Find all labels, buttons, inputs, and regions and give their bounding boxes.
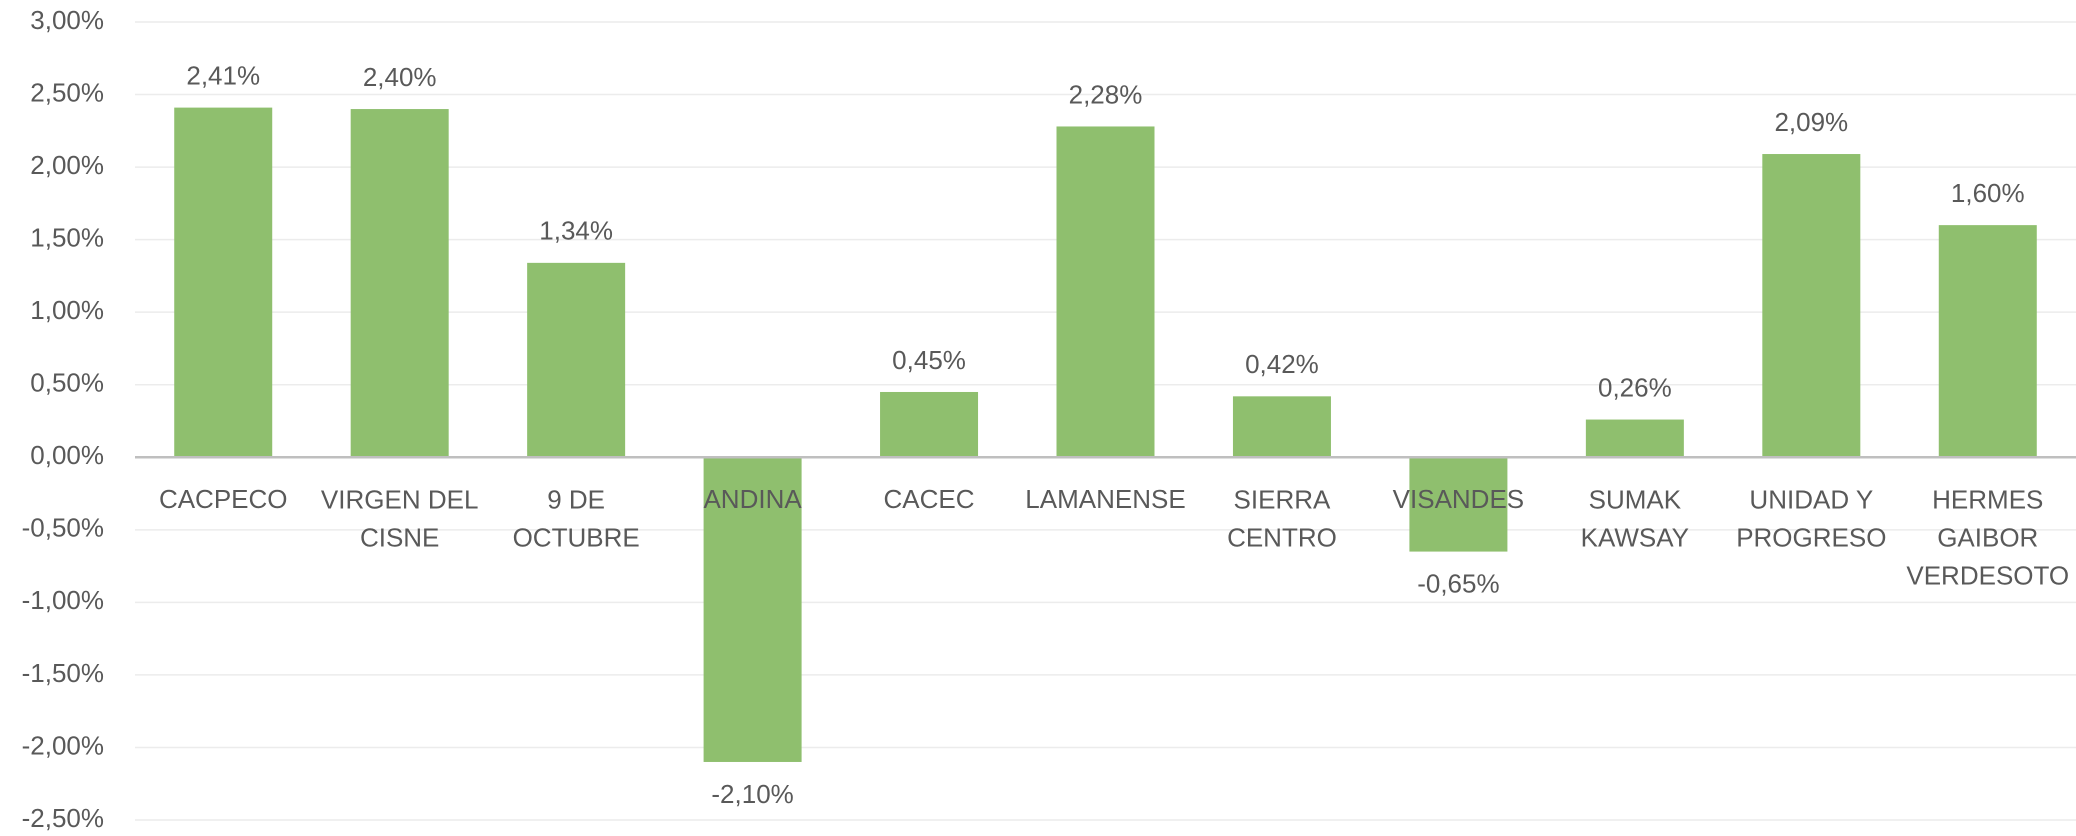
x-tick-label: VISANDES [1393,484,1525,514]
y-tick-label: 2,50% [30,77,104,107]
x-tick-label: VIRGEN DEL CISNE [321,484,479,552]
y-tick-label: 3,00% [30,5,104,35]
y-tick-label: 0,50% [30,368,104,398]
bar [527,262,626,458]
x-tick-label: CACEC [884,484,975,514]
x-tick-label: LAMANENSE [1025,484,1185,514]
data-label: 0,45% [892,345,966,375]
data-label: -2,10% [711,779,793,809]
x-tick-label: 9 DE OCTUBRE [513,484,640,552]
x-tick-label: HERMES GAIBOR VERDESOTO [1906,484,2069,590]
bar [1056,126,1155,458]
x-tick-label: ANDINA [703,484,802,514]
x-tick-label: CACPECO [159,484,288,514]
bar [1409,457,1508,552]
bar [1762,154,1861,458]
y-tick-label: 1,50% [30,223,104,253]
y-tick-label: 2,00% [30,150,104,180]
x-tick-label: SIERRA CENTRO [1227,484,1337,552]
y-tick-label: 1,00% [30,295,104,325]
y-tick-label: -2,50% [22,803,104,833]
data-label: 1,34% [539,216,613,246]
data-label: 2,28% [1069,79,1143,109]
data-label: 2,09% [1774,107,1848,137]
x-tick-label: SUMAK KAWSAY [1581,484,1689,552]
x-tick-label: UNIDAD Y PROGRESO [1736,484,1886,552]
data-label: 2,41% [186,60,260,90]
data-label: 2,40% [363,62,437,92]
bar [350,109,449,458]
y-tick-label: -2,00% [22,730,104,760]
data-label: -0,65% [1417,568,1499,598]
data-label: 1,60% [1951,178,2025,208]
y-tick-label: -1,50% [22,658,104,688]
bar [1938,225,2037,458]
y-tick-label: 0,00% [30,440,104,470]
y-tick-label: -0,50% [22,513,104,543]
data-label: 0,26% [1598,372,1672,402]
bar [1585,419,1684,458]
bar [174,107,273,458]
bar [703,457,802,762]
bar [1232,396,1331,458]
y-tick-label: -1,00% [22,585,104,615]
data-label: 0,42% [1245,349,1319,379]
bar [880,391,979,458]
